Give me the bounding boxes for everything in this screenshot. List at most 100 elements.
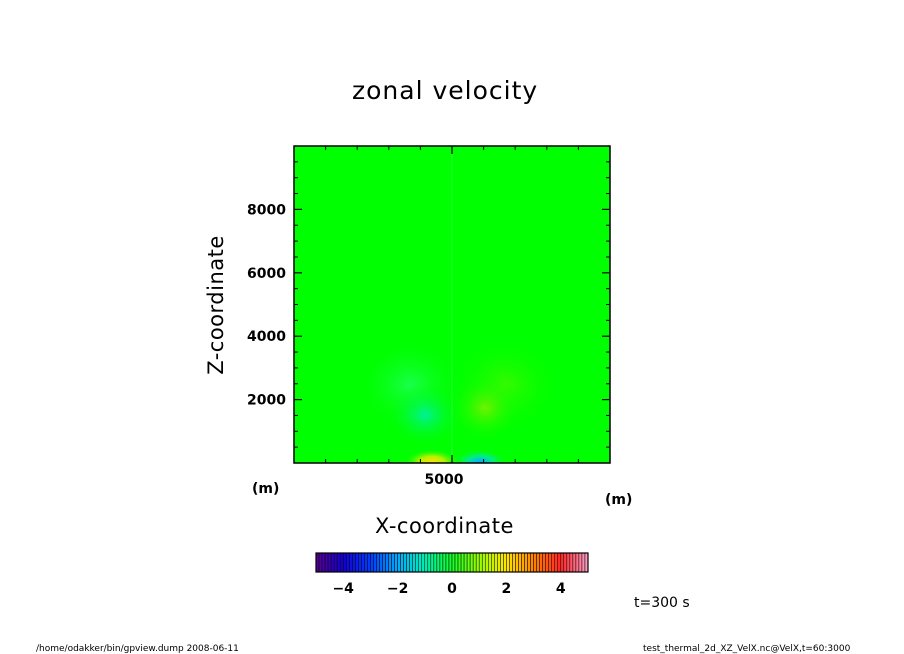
colorbar-segment xyxy=(400,552,404,573)
colorbar-segment xyxy=(524,552,528,573)
colorbar-segment xyxy=(388,552,392,573)
colorbar-segment xyxy=(445,552,450,573)
colorbar-segment xyxy=(484,552,489,573)
colorbar-segment xyxy=(491,552,495,573)
colorbar-segment xyxy=(397,552,401,573)
colorbar-segment xyxy=(355,552,359,573)
y-tick-label: 8000 xyxy=(247,202,286,218)
colorbar-segment xyxy=(536,552,540,573)
y-tick-label: 6000 xyxy=(247,266,286,282)
colorbar-segment xyxy=(391,552,395,573)
heatmap-positive-core xyxy=(404,449,460,463)
colorbar-segment xyxy=(318,552,323,573)
colorbar-segment xyxy=(379,552,383,573)
colorbar-segment xyxy=(475,552,480,573)
colorbar-segment xyxy=(370,552,374,573)
colorbar-segment xyxy=(566,552,571,573)
colorbar-segment xyxy=(333,552,338,573)
y-tick-label: 4000 xyxy=(247,329,286,345)
colorbar-segment xyxy=(342,552,347,573)
colorbar-segment xyxy=(433,552,438,573)
heatmap-lobe-left xyxy=(387,383,463,447)
colorbar-segment xyxy=(324,552,329,573)
colorbar-segment xyxy=(557,552,562,573)
colorbar: −4 −2 0 2 4 xyxy=(315,552,589,597)
colorbar-segment xyxy=(500,552,504,573)
colorbar-segment xyxy=(339,552,344,573)
colorbar-segment xyxy=(518,552,522,573)
colorbar-tick-label: 2 xyxy=(502,581,512,597)
colorbar-segment xyxy=(409,552,413,573)
colorbar-segment xyxy=(512,552,516,573)
colorbar-tick-label: 0 xyxy=(447,581,457,597)
colorbar-segment xyxy=(385,552,389,573)
colorbar-segment xyxy=(336,552,341,573)
colorbar-segment xyxy=(442,552,447,573)
colorbar-segment xyxy=(361,552,365,573)
x-axis-unit: (m) xyxy=(605,492,633,508)
colorbar-segment xyxy=(463,552,468,573)
colorbar-segment xyxy=(533,552,537,573)
colorbar-segment xyxy=(430,552,435,573)
colorbar-segment xyxy=(575,552,580,573)
colorbar-segment xyxy=(406,552,410,573)
colorbar-segment xyxy=(542,552,546,573)
colorbar-tick-label: −4 xyxy=(332,581,354,597)
colorbar-segment xyxy=(330,552,335,573)
heatmap-negative-core xyxy=(452,449,508,463)
colorbar-segment xyxy=(506,552,510,573)
colorbar-segment xyxy=(358,552,362,573)
colorbar-tick-label: −2 xyxy=(387,581,408,597)
colorbar-segment xyxy=(472,552,477,573)
colorbar-segment xyxy=(548,552,552,573)
colorbar-segment xyxy=(451,552,456,573)
colorbar-segment xyxy=(488,552,492,573)
colorbar-segment xyxy=(345,552,350,573)
colorbar-segment xyxy=(373,552,377,573)
colorbar-segment xyxy=(457,552,462,573)
colorbar-segment xyxy=(364,552,368,573)
x-axis-label: X-coordinate xyxy=(375,514,514,538)
colorbar-segment xyxy=(509,552,513,573)
colorbar-segment xyxy=(572,552,577,573)
colorbar-segment xyxy=(412,552,416,573)
chart-title: zonal velocity xyxy=(352,76,539,105)
colorbar-segment xyxy=(494,552,498,573)
colorbar-segment xyxy=(478,552,483,573)
colorbar-segment xyxy=(376,552,380,573)
colorbar-segment xyxy=(560,552,565,573)
colorbar-segment xyxy=(569,552,574,573)
colorbar-segment xyxy=(530,552,534,573)
footer-left: /home/odakker/bin/gpview.dump 2008-06-11 xyxy=(36,644,239,654)
colorbar-segment xyxy=(563,552,568,573)
colorbar-segment xyxy=(439,552,444,573)
y-tick-label: 2000 xyxy=(247,393,286,409)
colorbar-segment xyxy=(427,552,432,573)
colorbar-segment xyxy=(460,552,465,573)
colorbar-segment xyxy=(327,552,332,573)
colorbar-segment xyxy=(497,552,501,573)
colorbar-segment xyxy=(352,552,356,573)
colorbar-segment xyxy=(539,552,543,573)
colorbar-segment xyxy=(515,552,519,573)
footer-right: test_thermal_2d_XZ_VelX.nc@VelX,t=60:300… xyxy=(643,644,851,654)
colorbar-segment xyxy=(367,552,371,573)
colorbar-segment xyxy=(424,552,429,573)
colorbar-tick-label: 4 xyxy=(556,581,566,597)
heatmap-field xyxy=(294,146,610,463)
colorbar-segment xyxy=(521,552,525,573)
colorbar-segment xyxy=(394,552,398,573)
colorbar-segment xyxy=(578,552,583,573)
colorbar-segment xyxy=(348,552,353,573)
colorbar-segment xyxy=(421,552,426,573)
x-tick-label: 5000 xyxy=(425,472,464,488)
colorbar-segment xyxy=(503,552,507,573)
colorbar-segment xyxy=(469,552,474,573)
heatmap-lobe-right xyxy=(449,374,521,442)
colorbar-segment xyxy=(581,552,586,573)
axes: 2000 4000 6000 8000 5000 xyxy=(247,146,610,488)
colorbar-segment xyxy=(527,552,531,573)
colorbar-segment xyxy=(403,552,407,573)
colorbar-segment xyxy=(551,552,556,573)
